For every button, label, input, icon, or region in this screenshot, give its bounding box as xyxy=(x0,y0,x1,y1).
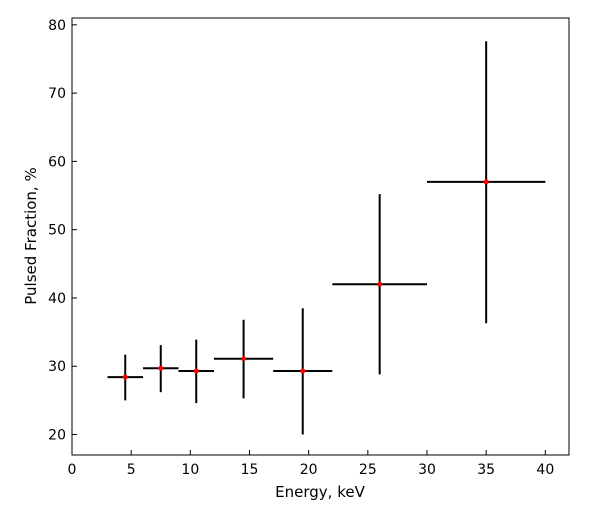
data-point xyxy=(193,368,199,374)
y-axis-ticks: 20 30 40 50 60 70 80 xyxy=(48,18,77,444)
data-point xyxy=(158,365,164,371)
x-tick-label: 25 xyxy=(359,462,377,478)
y-axis-label: Pulsed Fraction, % xyxy=(22,167,40,304)
y-tick-label: 50 xyxy=(48,223,66,239)
x-tick-label: 30 xyxy=(418,462,436,478)
x-tick-label: 0 xyxy=(68,462,77,478)
data-point xyxy=(122,374,128,380)
x-tick-label: 10 xyxy=(181,462,199,478)
x-tick-label: 35 xyxy=(477,462,495,478)
data-point xyxy=(241,356,247,362)
data-marks xyxy=(107,41,546,435)
y-tick-label: 20 xyxy=(48,428,66,444)
x-tick-label: 15 xyxy=(241,462,259,478)
x-tick-label: 5 xyxy=(127,462,136,478)
data-point xyxy=(483,179,489,185)
plot-frame xyxy=(71,17,570,456)
y-tick-label: 70 xyxy=(48,86,66,102)
y-tick-label: 30 xyxy=(48,359,66,375)
y-tick-label: 60 xyxy=(48,154,66,170)
x-tick-label: 20 xyxy=(300,462,318,478)
y-tick-label: 80 xyxy=(48,18,66,34)
data-point xyxy=(300,368,306,374)
data-point xyxy=(377,281,383,287)
x-axis-label: Energy, keV xyxy=(275,483,365,501)
x-tick-label: 40 xyxy=(536,462,554,478)
x-axis-ticks: 0 5 10 15 20 25 30 35 40 xyxy=(68,450,554,478)
y-tick-label: 40 xyxy=(48,291,66,307)
